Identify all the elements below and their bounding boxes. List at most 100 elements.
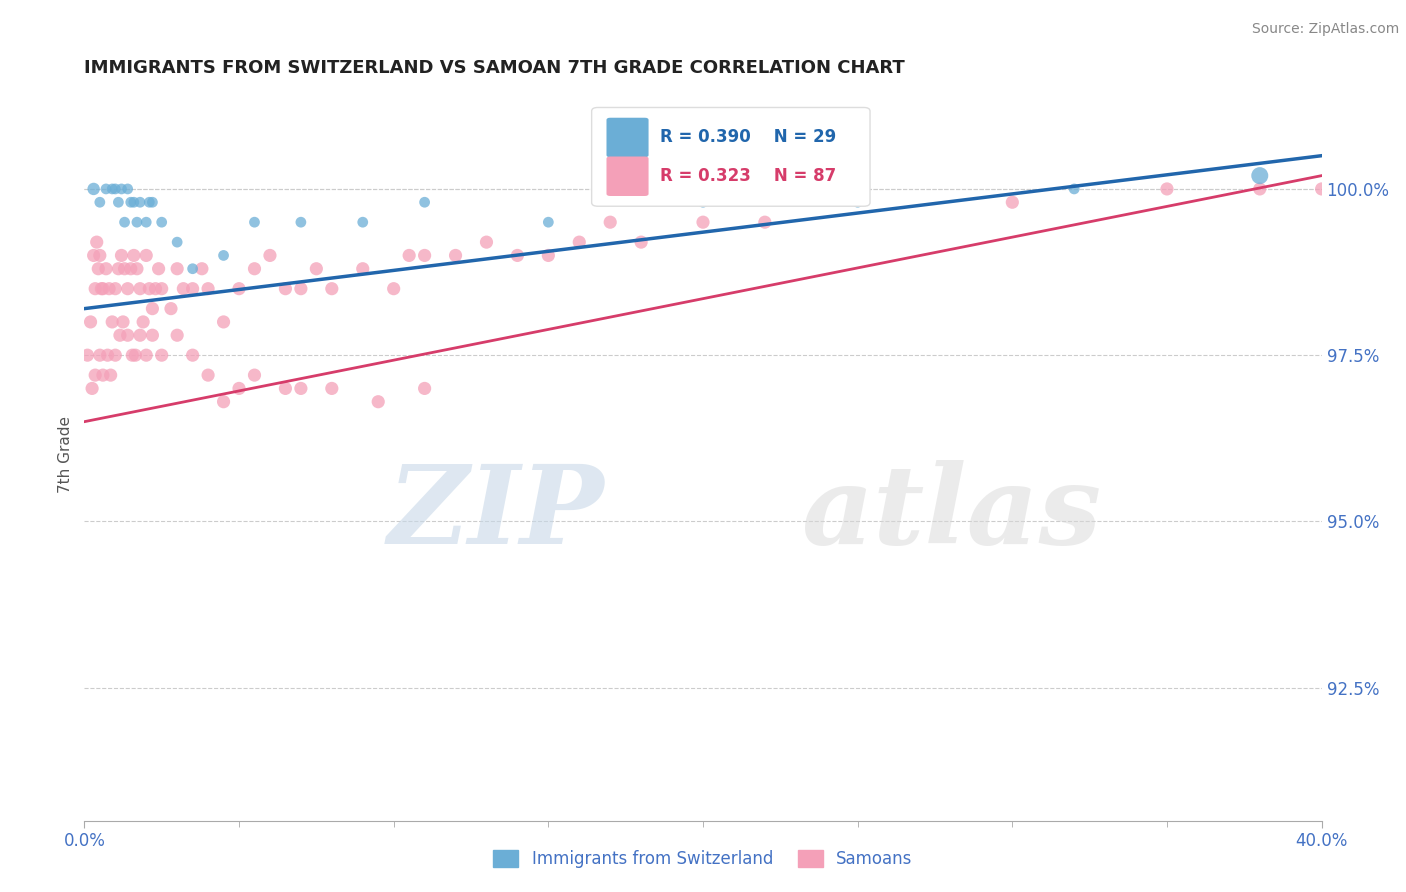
- Point: [135, 348, 157, 362]
- Point: [132, 315, 155, 329]
- Point: [506, 248, 529, 262]
- Point: [129, 195, 152, 210]
- Point: [84, 368, 107, 383]
- Point: [191, 261, 214, 276]
- Legend: Immigrants from Switzerland, Samoans: Immigrants from Switzerland, Samoans: [486, 843, 920, 874]
- Point: [83, 248, 105, 262]
- Point: [98, 282, 121, 296]
- FancyBboxPatch shape: [606, 156, 648, 196]
- Point: [321, 282, 343, 296]
- Point: [181, 348, 204, 362]
- Point: [100, 368, 122, 383]
- Point: [89, 348, 111, 362]
- Point: [367, 394, 389, 409]
- Point: [117, 282, 139, 296]
- Point: [87, 261, 110, 276]
- Point: [290, 215, 312, 229]
- Point: [197, 368, 219, 383]
- Point: [754, 215, 776, 229]
- Point: [228, 282, 250, 296]
- Point: [122, 248, 145, 262]
- Point: [274, 282, 297, 296]
- Point: [122, 195, 145, 210]
- Point: [141, 328, 163, 343]
- Point: [135, 215, 157, 229]
- Point: [150, 282, 173, 296]
- Point: [1310, 182, 1333, 196]
- Point: [112, 315, 135, 329]
- Point: [413, 248, 436, 262]
- Point: [259, 248, 281, 262]
- Point: [114, 261, 136, 276]
- FancyBboxPatch shape: [592, 108, 870, 206]
- Point: [537, 248, 560, 262]
- Point: [104, 348, 127, 362]
- Point: [129, 282, 152, 296]
- Point: [121, 348, 143, 362]
- Point: [846, 195, 869, 210]
- Point: [89, 195, 111, 210]
- Text: ZIP: ZIP: [388, 459, 605, 567]
- Point: [537, 215, 560, 229]
- Point: [141, 195, 163, 210]
- Point: [599, 215, 621, 229]
- Point: [228, 381, 250, 395]
- Point: [104, 282, 127, 296]
- Point: [382, 282, 405, 296]
- Point: [83, 182, 105, 196]
- Point: [290, 381, 312, 395]
- Point: [413, 195, 436, 210]
- Point: [181, 282, 204, 296]
- Point: [413, 381, 436, 395]
- Point: [125, 215, 148, 229]
- Point: [125, 261, 148, 276]
- Point: [568, 235, 591, 249]
- Point: [148, 261, 170, 276]
- Point: [107, 261, 129, 276]
- Point: [89, 248, 111, 262]
- Point: [197, 282, 219, 296]
- Point: [108, 328, 131, 343]
- Point: [90, 282, 112, 296]
- Point: [91, 282, 114, 296]
- Point: [120, 261, 142, 276]
- Point: [274, 381, 297, 395]
- Point: [305, 261, 328, 276]
- Point: [321, 381, 343, 395]
- Text: R = 0.323    N = 87: R = 0.323 N = 87: [659, 167, 837, 186]
- Point: [104, 182, 127, 196]
- Point: [352, 261, 374, 276]
- Text: IMMIGRANTS FROM SWITZERLAND VS SAMOAN 7TH GRADE CORRELATION CHART: IMMIGRANTS FROM SWITZERLAND VS SAMOAN 7T…: [84, 59, 905, 77]
- Point: [212, 248, 235, 262]
- Point: [398, 248, 420, 262]
- Point: [243, 368, 266, 383]
- Point: [97, 348, 120, 362]
- Point: [166, 261, 188, 276]
- Point: [846, 182, 869, 196]
- Point: [101, 315, 124, 329]
- Point: [172, 282, 194, 296]
- Point: [160, 301, 183, 316]
- Point: [107, 195, 129, 210]
- Point: [138, 195, 160, 210]
- Point: [1001, 195, 1024, 210]
- FancyBboxPatch shape: [606, 118, 648, 157]
- Point: [141, 301, 163, 316]
- Point: [94, 261, 117, 276]
- Point: [352, 215, 374, 229]
- Point: [94, 182, 117, 196]
- Point: [630, 235, 652, 249]
- Point: [166, 235, 188, 249]
- Point: [86, 235, 108, 249]
- Point: [1249, 169, 1271, 183]
- Point: [1063, 182, 1085, 196]
- Point: [82, 381, 104, 395]
- Point: [243, 215, 266, 229]
- Point: [181, 261, 204, 276]
- Point: [150, 348, 173, 362]
- Point: [124, 348, 146, 362]
- Point: [1156, 182, 1178, 196]
- Point: [101, 182, 124, 196]
- Point: [117, 328, 139, 343]
- Point: [135, 248, 157, 262]
